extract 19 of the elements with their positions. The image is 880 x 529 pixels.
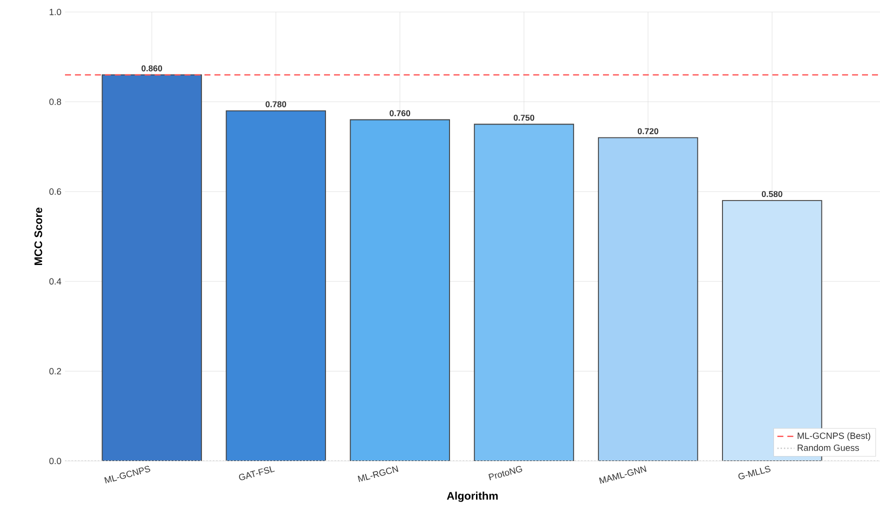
y-tick-label: 0.2 xyxy=(49,368,62,374)
y-tick-label: 0.8 xyxy=(49,98,62,105)
x-tick-label: ProtoNG xyxy=(488,466,522,480)
data-label: 0.780 xyxy=(266,101,286,108)
x-axis-title: Algorithm xyxy=(446,492,498,502)
data-label: 0.760 xyxy=(390,110,410,116)
data-label: 0.580 xyxy=(762,191,782,198)
y-tick-label: 1.0 xyxy=(50,8,62,16)
legend-label: Random Guess xyxy=(798,444,859,451)
y-tick-label: 0.4 xyxy=(49,278,62,285)
legend-label: ML-GCNPS (Best) xyxy=(798,432,870,441)
data-label: 0.750 xyxy=(514,114,534,121)
y-axis-title: MCC Score xyxy=(34,208,42,265)
x-tick-label: G-MLLS xyxy=(738,466,770,480)
data-label: 0.720 xyxy=(638,128,658,134)
y-tick-label: 0.6 xyxy=(49,188,62,195)
y-tick-label: 0.0 xyxy=(49,458,62,464)
data-label: 0.860 xyxy=(142,65,162,72)
x-tick-label: GAT-FSL xyxy=(239,466,275,480)
